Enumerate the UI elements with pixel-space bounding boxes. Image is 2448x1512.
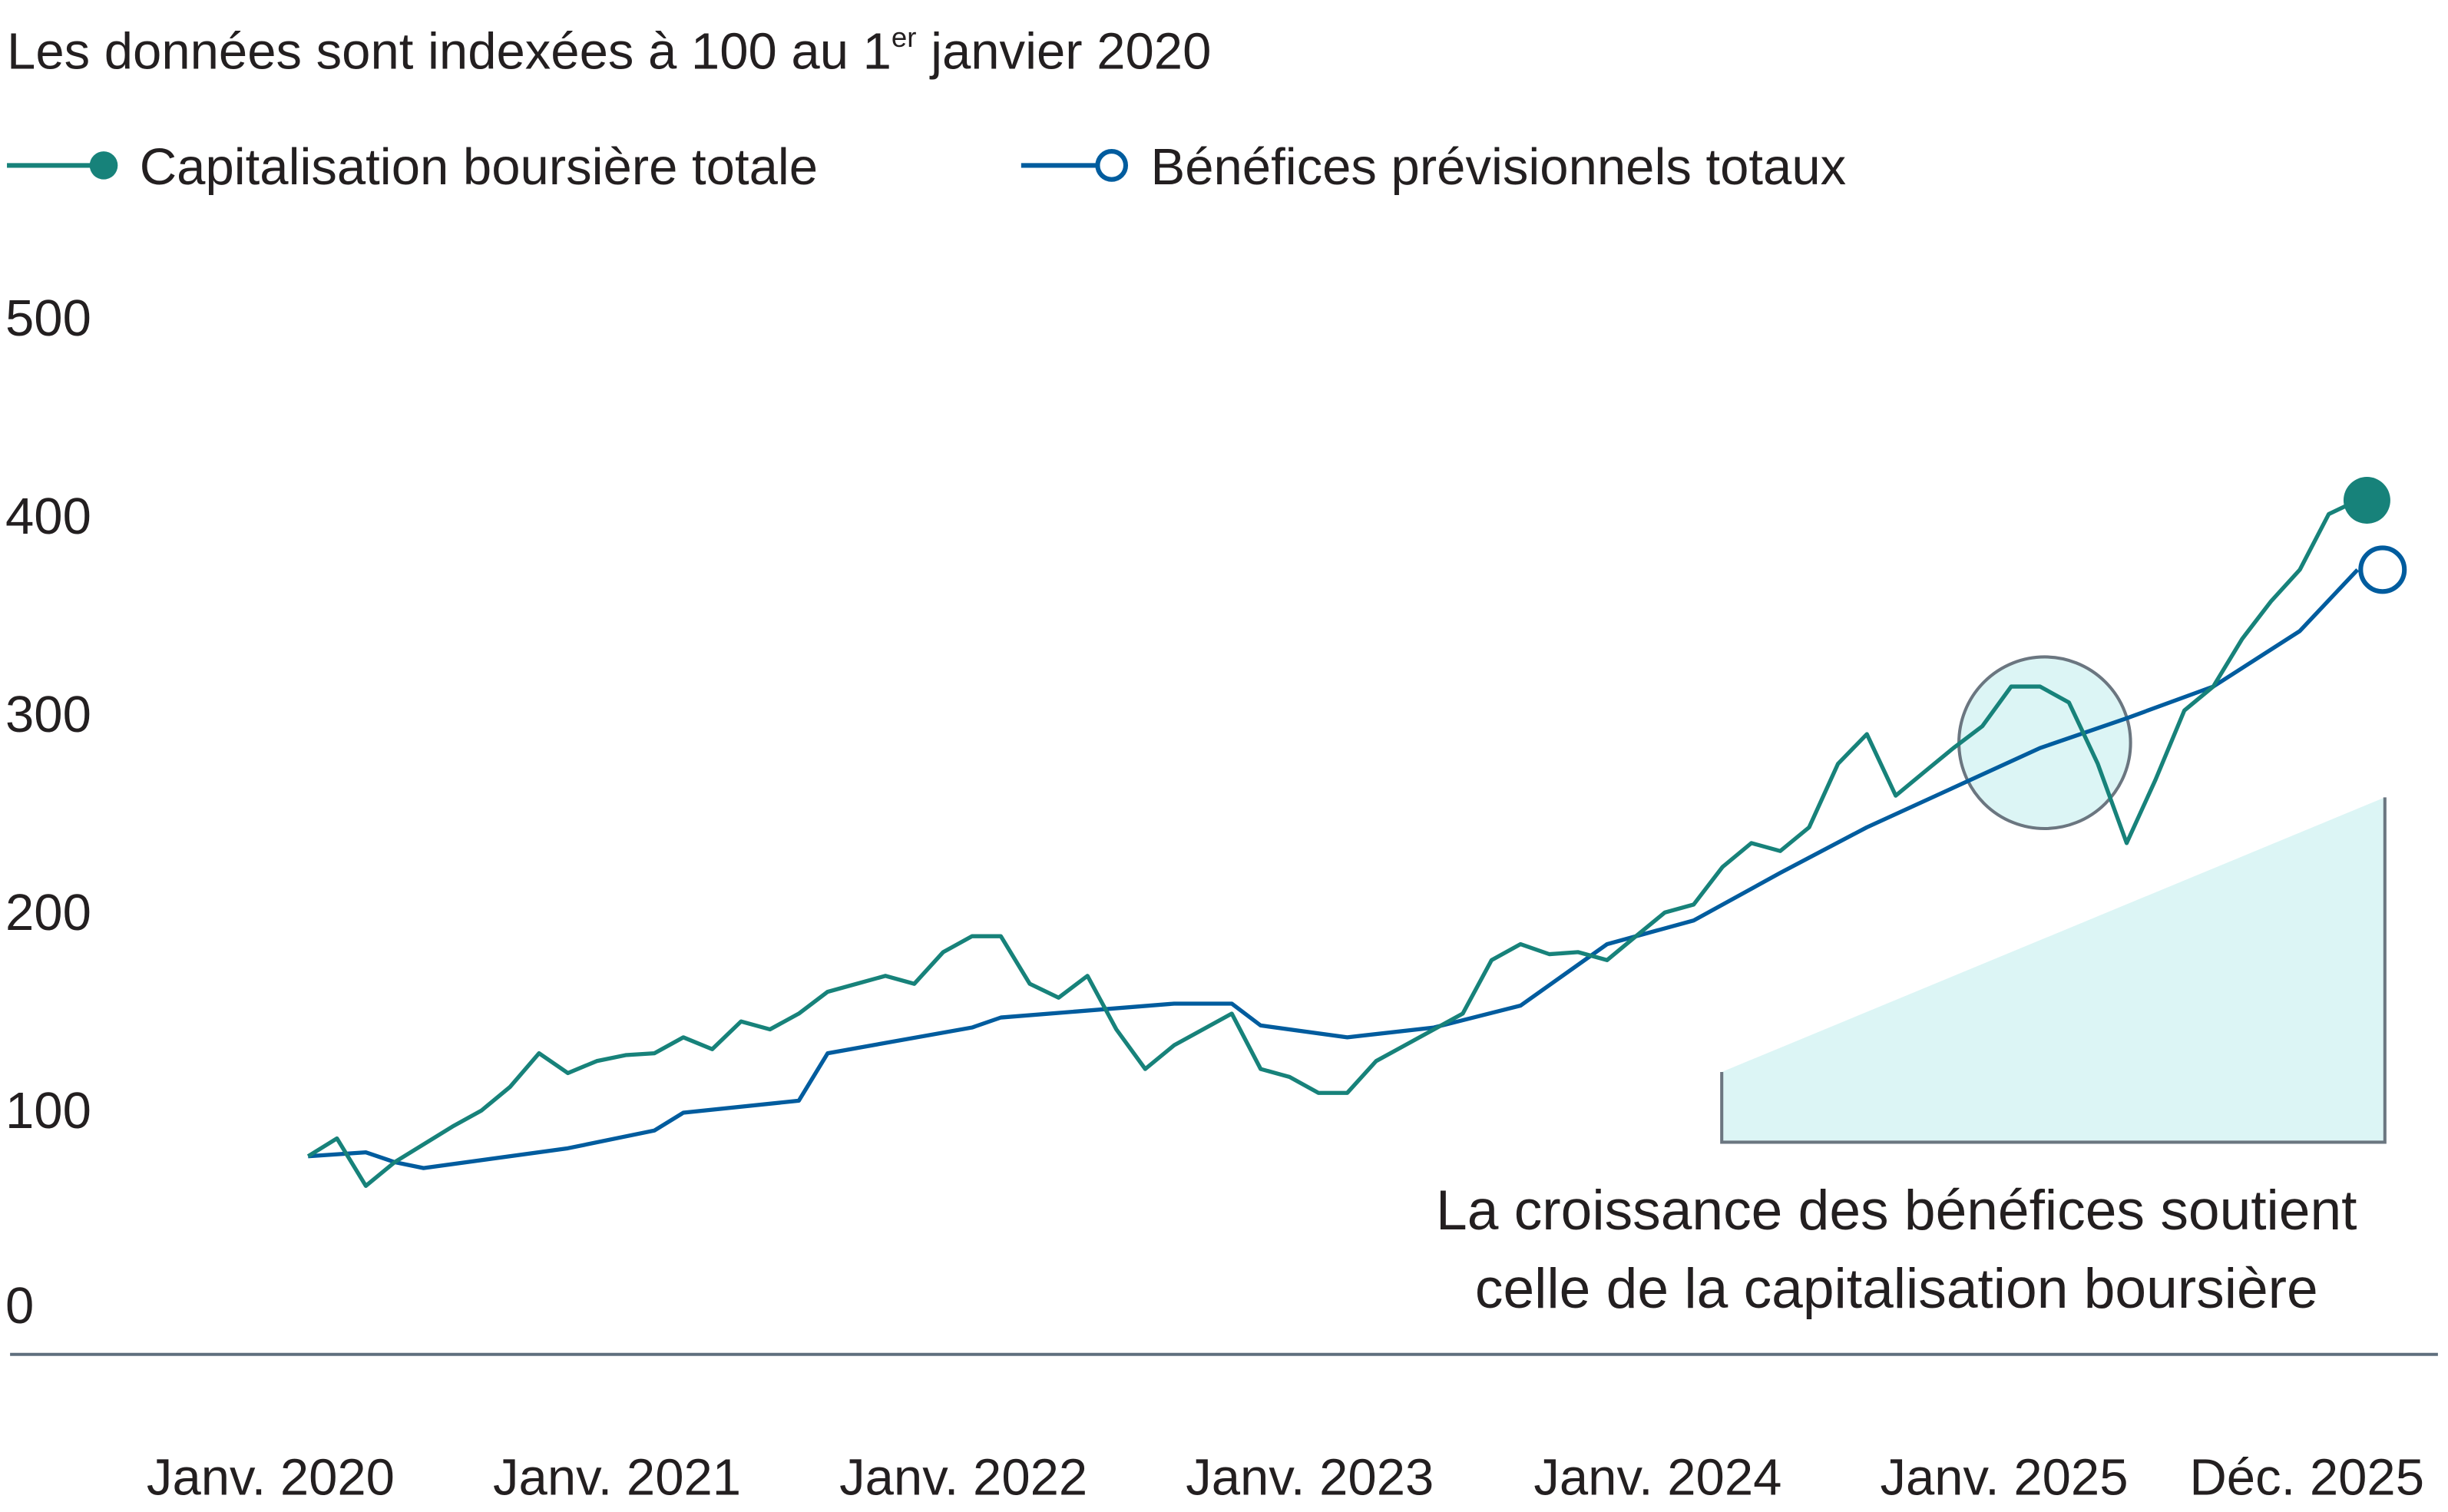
y-tick-label: 0 <box>5 1277 34 1335</box>
x-tick-label: Janv. 2023 <box>1186 1449 1434 1507</box>
y-tick-label: 300 <box>5 686 91 743</box>
annotation-line-2: celle de la capitalisation boursière <box>1475 1257 2318 1320</box>
market-cap-line <box>306 498 2359 1188</box>
x-axis-ticks: Janv. 2020 Janv. 2021 Janv. 2022 Janv. 2023… <box>147 1449 2424 1507</box>
legend-label-market-cap: Capitalisation boursière totale <box>140 138 818 196</box>
legend-filled-circle-icon <box>89 151 118 180</box>
wedge-outline <box>1720 797 2387 1144</box>
subtitle-superscript: er <box>892 22 917 53</box>
y-tick-label: 200 <box>5 884 91 941</box>
legend-label-earnings: Bénéfices prévisionnels totaux <box>1150 138 1846 196</box>
legend: Capitalisation boursière totale Bénéfice… <box>7 138 1846 196</box>
x-tick-label: Janv. 2024 <box>1533 1449 1781 1507</box>
x-tick-label: Janv. 2021 <box>493 1449 741 1507</box>
earnings-growth-wedge <box>1722 797 2385 1143</box>
x-tick-label: Janv. 2022 <box>839 1449 1087 1507</box>
series-group <box>306 477 2407 1188</box>
y-tick-label: 500 <box>5 289 91 347</box>
earnings-end-marker <box>2358 545 2407 594</box>
earnings-line <box>308 568 2360 1170</box>
x-tick-label: Janv. 2020 <box>147 1449 395 1507</box>
y-tick-label: 100 <box>5 1082 91 1140</box>
highlight-circle <box>1957 655 2132 831</box>
chart-subtitle: Les données sont indexées à 100 au 1er j… <box>7 22 1211 80</box>
x-tick-label: Déc. 2025 <box>2189 1449 2424 1507</box>
annotation-wedge <box>1720 797 2387 1144</box>
x-tick-label: Janv. 2025 <box>1880 1449 2128 1507</box>
annotation-line-1: La croissance des bénéfices soutient <box>1436 1179 2357 1242</box>
market-cap-end-marker <box>2343 477 2390 524</box>
legend-open-circle-icon <box>1095 149 1129 182</box>
y-axis-ticks: 500 400 300 200 100 0 <box>5 289 91 1335</box>
y-tick-label: 400 <box>5 488 91 545</box>
